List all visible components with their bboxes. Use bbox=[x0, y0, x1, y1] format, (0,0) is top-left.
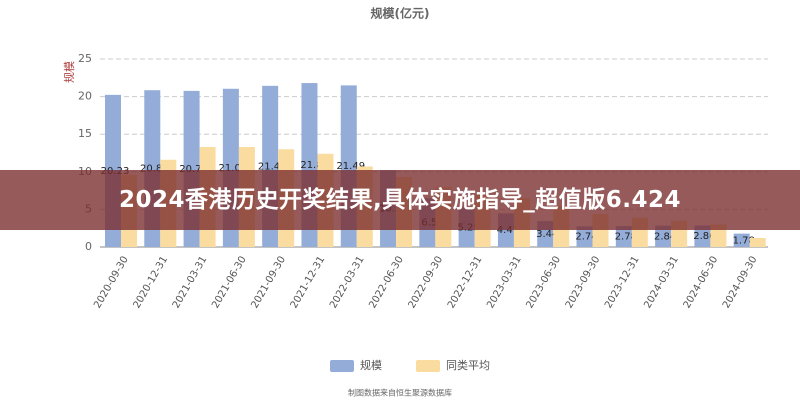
x-tick-label: 2020-12-31 bbox=[132, 255, 171, 311]
y-tick-label: 15 bbox=[78, 127, 92, 140]
x-tick-label: 2022-06-30 bbox=[367, 255, 406, 311]
data-label: 21.04 bbox=[219, 163, 248, 174]
x-tick-label: 2022-09-30 bbox=[407, 255, 446, 311]
y-tick-label: 20 bbox=[78, 90, 92, 103]
data-label: 21.8 bbox=[300, 160, 322, 171]
bar bbox=[615, 226, 632, 247]
data-label: 4.47 bbox=[497, 225, 519, 236]
x-tick-label: 2022-12-31 bbox=[446, 255, 485, 311]
data-label: 21.43 bbox=[258, 161, 287, 172]
data-label: 21.49 bbox=[336, 161, 365, 172]
legend-swatch bbox=[330, 360, 354, 372]
data-label: 1.78 bbox=[733, 235, 755, 246]
x-tick-label: 2023-03-31 bbox=[485, 255, 524, 311]
data-label: 3.44 bbox=[536, 229, 558, 240]
y-tick-label: 25 bbox=[78, 52, 92, 65]
bar bbox=[710, 224, 727, 247]
banner: 2024香港历史开奖结果,具体实施指导_超值版6.424 bbox=[0, 170, 800, 230]
x-tick-label: 2024-09-30 bbox=[721, 255, 760, 311]
x-tick-label: 2024-06-30 bbox=[682, 255, 721, 311]
legend-label: 规模 bbox=[360, 358, 382, 372]
source-note: 制图数据来自恒生聚源数据库 bbox=[348, 388, 452, 398]
x-tick-label: 2020-09-30 bbox=[92, 255, 131, 311]
bar bbox=[694, 225, 711, 247]
x-tick-label: 2021-03-31 bbox=[171, 255, 210, 311]
chart-title: 规模(亿元) bbox=[371, 6, 430, 21]
data-label: 20.85 bbox=[140, 164, 169, 175]
data-label: 2.74 bbox=[575, 232, 597, 243]
x-tick-label: 2023-09-30 bbox=[564, 255, 603, 311]
bar bbox=[749, 237, 766, 247]
x-tick-label: 2023-06-30 bbox=[524, 255, 563, 311]
bar bbox=[733, 233, 750, 247]
x-tick-label: 2021-09-30 bbox=[249, 255, 288, 311]
x-tick-label: 2024-03-31 bbox=[642, 255, 681, 311]
data-label: 20.76 bbox=[179, 164, 208, 175]
bar bbox=[655, 225, 672, 247]
bar bbox=[576, 226, 593, 247]
data-label: 2.78 bbox=[615, 232, 637, 243]
data-label: 2.86 bbox=[693, 231, 715, 242]
y-axis-label: 规模 bbox=[62, 61, 76, 83]
x-tick-label: 2021-12-31 bbox=[289, 255, 328, 311]
y-tick-label: 0 bbox=[85, 240, 92, 253]
x-tick-label: 2021-06-30 bbox=[210, 255, 249, 311]
legend-swatch bbox=[416, 360, 440, 372]
x-tick-label: 2023-12-31 bbox=[603, 255, 642, 311]
data-label: 2.84 bbox=[654, 231, 676, 242]
legend-label: 同类平均 bbox=[446, 358, 490, 372]
x-tick-label: 2022-03-31 bbox=[328, 255, 367, 311]
